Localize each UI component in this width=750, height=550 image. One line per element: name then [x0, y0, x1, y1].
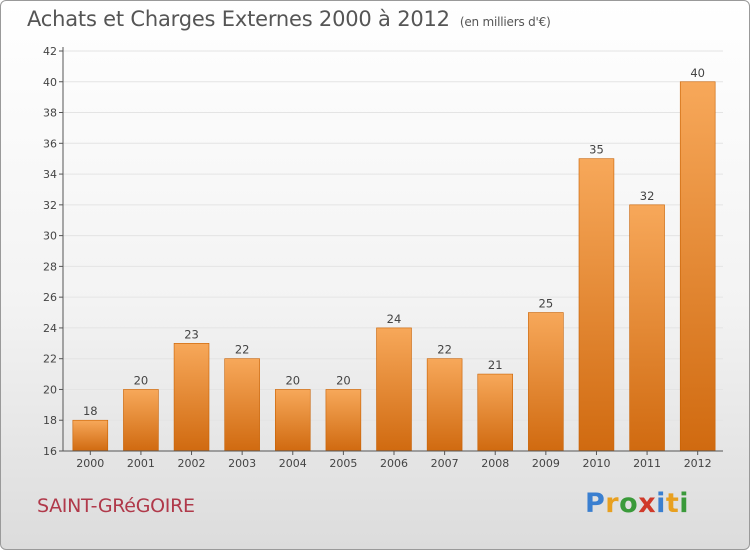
x-tick-label: 2004 [279, 457, 307, 470]
y-tick-label: 18 [43, 414, 57, 427]
y-tick-label: 22 [43, 353, 57, 366]
x-tick-label: 2003 [228, 457, 256, 470]
y-tick-label: 16 [43, 445, 57, 458]
y-tick-label: 42 [43, 45, 57, 58]
bar [123, 389, 159, 452]
bar-value-label: 20 [134, 373, 149, 387]
bar [173, 343, 210, 452]
x-tick-label: 2009 [532, 457, 560, 470]
x-tick-label: 2011 [633, 457, 661, 470]
bar [325, 389, 362, 452]
bar-value-label: 20 [285, 373, 300, 387]
logo-letter: o [619, 488, 639, 519]
bar-value-label: 35 [589, 143, 604, 157]
y-tick-label: 36 [43, 137, 57, 150]
x-tick-label: 2002 [178, 457, 206, 470]
x-tick-label: 2000 [76, 457, 104, 470]
chart-unit: (en milliers d'€) [459, 15, 551, 29]
proxiti-logo[interactable]: Proxiti [585, 488, 689, 519]
x-tick-label: 2001 [127, 457, 155, 470]
bar-value-label: 22 [437, 343, 452, 357]
bar-value-label: 20 [336, 373, 351, 387]
bar-value-label: 25 [539, 297, 554, 311]
logo-letter: P [585, 488, 606, 519]
bar-value-label: 40 [690, 66, 705, 80]
y-tick-label: 38 [43, 107, 57, 120]
bar [679, 81, 716, 452]
bar-value-label: 21 [488, 358, 503, 372]
y-tick-label: 28 [43, 260, 57, 273]
y-tick-label: 40 [43, 76, 57, 89]
bar-value-label: 18 [83, 404, 98, 418]
bar [528, 312, 564, 452]
x-tick-label: 2006 [380, 457, 408, 470]
y-tick-label: 30 [43, 230, 57, 243]
x-tick-label: 2008 [481, 457, 509, 470]
bar [224, 358, 260, 452]
bar-value-label: 32 [640, 189, 655, 203]
bar [426, 358, 463, 452]
bar [275, 389, 311, 452]
bars [72, 81, 716, 452]
logo-letter: r [605, 488, 620, 519]
logo-letter: i [656, 488, 666, 519]
y-tick-label: 34 [43, 168, 57, 181]
x-tick-label: 2005 [329, 457, 357, 470]
y-tick-label: 24 [43, 322, 57, 335]
x-tick-label: 2010 [582, 457, 610, 470]
chart-title: Achats et Charges Externes 2000 à 2012 (e… [27, 7, 551, 31]
axes [59, 47, 723, 455]
y-tick-label: 20 [43, 383, 57, 396]
x-tick-label: 2007 [431, 457, 459, 470]
bar [376, 327, 412, 452]
bar-value-label: 24 [387, 312, 402, 326]
bar [629, 204, 665, 452]
bar [72, 419, 109, 452]
logo-letter: i [679, 488, 690, 519]
bar [477, 373, 513, 452]
chart-title-text: Achats et Charges Externes 2000 à 2012 [27, 7, 450, 31]
bar [578, 158, 615, 452]
x-tick-label: 2012 [684, 457, 712, 470]
y-tick-label: 32 [43, 199, 57, 212]
logo-letter: t [665, 488, 680, 519]
bar-value-label: 23 [184, 327, 199, 341]
labels: 16 18 20 22 24 26 28 30 32 34 36 38 40 42 2000 18 2001 20… [43, 45, 712, 470]
logo-letter: x [638, 488, 657, 519]
commune-name: SAINT-GRéGOIRE [37, 495, 195, 517]
bar-value-label: 22 [235, 343, 250, 357]
y-tick-label: 26 [43, 291, 57, 304]
